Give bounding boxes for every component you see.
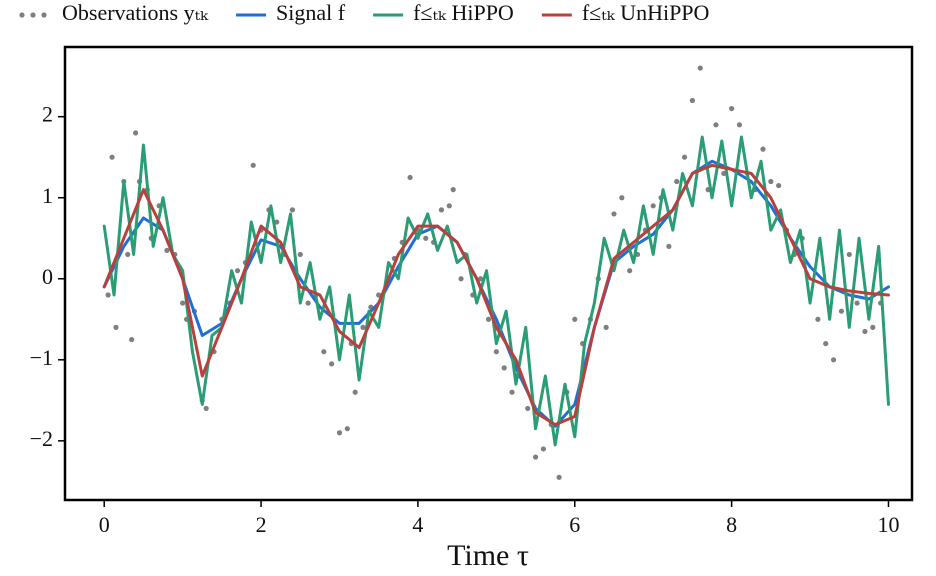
legend-label: f≤ₜₖ UnHiPPO (582, 0, 710, 25)
observation-point (344, 426, 350, 432)
observation-point (697, 65, 703, 71)
observation-point (352, 389, 358, 395)
legend-marker (30, 12, 36, 18)
legend-marker (41, 12, 47, 18)
series-line (102, 135, 890, 447)
observation-point (450, 187, 456, 193)
observation-point (164, 247, 170, 254)
observation-point (650, 203, 656, 209)
observation-point (109, 154, 115, 160)
observation-point (407, 174, 413, 181)
x-tick-label: 6 (569, 512, 580, 537)
observation-point (113, 324, 119, 330)
observation-point (823, 340, 829, 347)
observation-point (478, 276, 484, 282)
observation-point (619, 195, 625, 201)
y-tick-label: 1 (42, 183, 53, 208)
plot-area (102, 65, 890, 480)
observation-point (125, 251, 131, 258)
observation-point (729, 105, 735, 112)
observation-point (132, 130, 139, 136)
legend-label: Signal f (276, 0, 346, 25)
series-line (102, 163, 890, 427)
observation-point (446, 203, 452, 209)
observation-point (305, 300, 311, 306)
observation-point (180, 300, 186, 306)
observation-point (815, 316, 821, 322)
observation-point (776, 182, 782, 189)
observation-point (870, 324, 876, 330)
observation-point (862, 328, 868, 335)
observation-point (681, 154, 688, 160)
observation-point (666, 243, 672, 249)
observation-point (611, 211, 617, 217)
observation-point (289, 207, 296, 213)
observation-point (458, 276, 464, 282)
observation-point (509, 389, 515, 395)
observation-point (532, 454, 539, 460)
x-tick-label: 8 (726, 512, 737, 537)
observation-point (234, 268, 241, 274)
legend-label: Observations yₜₖ (62, 0, 209, 25)
observation-point (713, 122, 719, 128)
observation-point (556, 474, 562, 480)
observation-point (360, 324, 366, 330)
observation-point (438, 207, 445, 213)
observation-point (838, 308, 845, 314)
observation-point (627, 268, 633, 274)
observation-point (423, 235, 429, 241)
x-axis-label: Time τ (447, 539, 529, 572)
observation-point (846, 251, 852, 258)
y-tick-label: 2 (42, 102, 53, 127)
plot-frame (63, 45, 914, 502)
y-tick-label: −1 (30, 345, 53, 370)
observation-point (854, 300, 860, 306)
observation-point (321, 349, 327, 355)
observation-point (501, 365, 507, 371)
observation-point (830, 357, 837, 363)
observation-point (329, 361, 335, 367)
observation-point (129, 336, 135, 343)
x-tick-label: 4 (412, 512, 423, 537)
observation-point (105, 292, 111, 298)
observation-point (603, 324, 609, 330)
observation-point (485, 316, 492, 322)
observation-point (768, 178, 774, 185)
observation-point (674, 178, 680, 185)
observation-point (336, 430, 343, 436)
legend-marker (19, 12, 25, 18)
observation-point (736, 122, 743, 128)
legend-label: f≤ₜₖ HiPPO (413, 0, 514, 25)
y-tick-label: 0 (42, 264, 53, 289)
observation-point (274, 219, 280, 225)
observation-point (203, 405, 209, 412)
x-tick-label: 10 (877, 512, 899, 537)
observation-point (297, 251, 303, 258)
observation-point (493, 349, 499, 355)
x-tick-label: 2 (256, 512, 267, 537)
observation-point (760, 146, 766, 152)
observation-point (689, 97, 696, 104)
observation-point (250, 162, 256, 168)
observation-point (540, 446, 546, 452)
y-tick-label: −2 (30, 426, 53, 451)
x-tick-label: 0 (99, 512, 110, 537)
observation-point (525, 405, 531, 412)
observation-point (572, 316, 578, 322)
